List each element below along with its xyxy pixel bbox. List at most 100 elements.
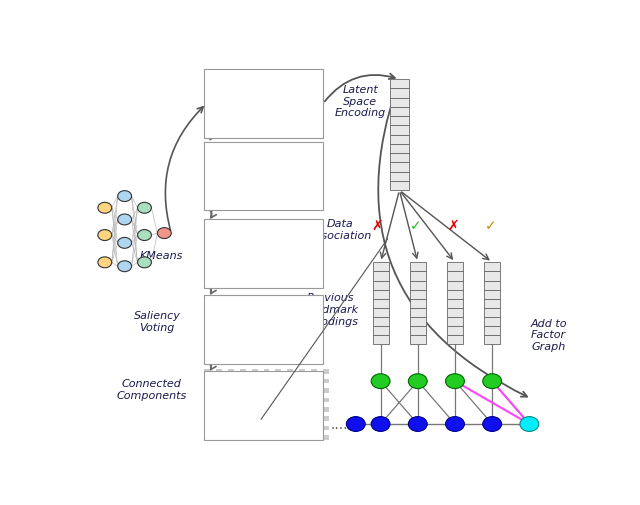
Circle shape [371,417,390,432]
Circle shape [234,164,240,168]
Bar [372,281,388,290]
Bar [300,402,305,407]
Bar [252,370,257,374]
Bar [317,384,323,388]
Bar [372,263,388,272]
Bar [228,435,234,440]
Bar [269,388,275,393]
Bar [240,430,246,435]
Bar [484,299,500,308]
Bar [305,430,311,435]
Bar [311,370,317,374]
Bar [264,379,269,384]
Bar [311,435,317,440]
Bar [214,306,228,323]
Bar [204,393,210,398]
Bar [447,335,463,344]
Bar [204,372,323,440]
Bar [240,384,246,388]
Bar [287,426,293,430]
Bar [240,388,246,393]
Bar [228,417,234,421]
Bar [222,435,228,440]
Bar [264,402,269,407]
Bar [257,426,264,430]
Text: .....: ..... [330,417,353,431]
Text: Add to
Factor
Graph: Add to Factor Graph [531,318,567,351]
Bar [305,379,311,384]
Bar [305,374,311,379]
Bar [372,317,388,326]
Bar [300,412,305,417]
Bar [293,430,300,435]
Bar [484,272,500,281]
Bar [264,374,269,379]
Bar [237,310,249,329]
Bar [390,89,409,98]
Bar [372,326,388,335]
Circle shape [268,160,271,163]
Bar [228,430,234,435]
Bar [282,384,287,388]
Bar [305,426,311,430]
Bar [275,379,282,384]
Bar [269,426,275,430]
Bar [210,435,216,440]
Circle shape [220,171,224,175]
Bar [257,393,264,398]
Bar [264,384,269,388]
Bar [282,430,287,435]
Bar [323,384,329,388]
Bar [282,426,287,430]
Bar [287,435,293,440]
Bar [254,248,271,268]
Bar [305,421,311,426]
Bar [216,384,222,388]
Bar [293,393,300,398]
Bar [323,370,329,374]
Bar [287,398,293,402]
Bar [222,370,228,374]
Circle shape [520,417,539,432]
Bar [204,426,210,430]
Bar [317,407,323,412]
Bar [222,393,228,398]
Circle shape [138,258,152,268]
Bar [282,421,287,426]
Bar [204,430,210,435]
Bar [323,430,329,435]
Bar [269,430,275,435]
Bar [317,412,323,417]
Circle shape [408,374,428,389]
Bar [210,402,216,407]
Bar [287,393,293,398]
Bar [246,417,252,421]
Bar [222,402,228,407]
Bar [410,281,426,290]
Bar [216,402,222,407]
Bar [234,384,240,388]
Bar [300,234,319,271]
Bar [222,417,228,421]
Bar [216,398,222,402]
Bar [240,435,246,440]
Bar [252,388,257,393]
Bar [210,370,216,374]
Bar [246,123,255,135]
Bar [305,370,311,374]
Bar [252,430,257,435]
Bar [323,426,329,430]
Bar [234,435,240,440]
Circle shape [98,258,112,268]
Bar [234,421,240,426]
Bar [246,384,252,388]
Bar [246,407,252,412]
Bar [317,426,323,430]
Bar [269,393,275,398]
Circle shape [280,181,283,183]
Bar [317,370,323,374]
Bar [300,392,319,430]
Bar [234,407,240,412]
Bar [300,379,305,384]
Bar [228,393,234,398]
